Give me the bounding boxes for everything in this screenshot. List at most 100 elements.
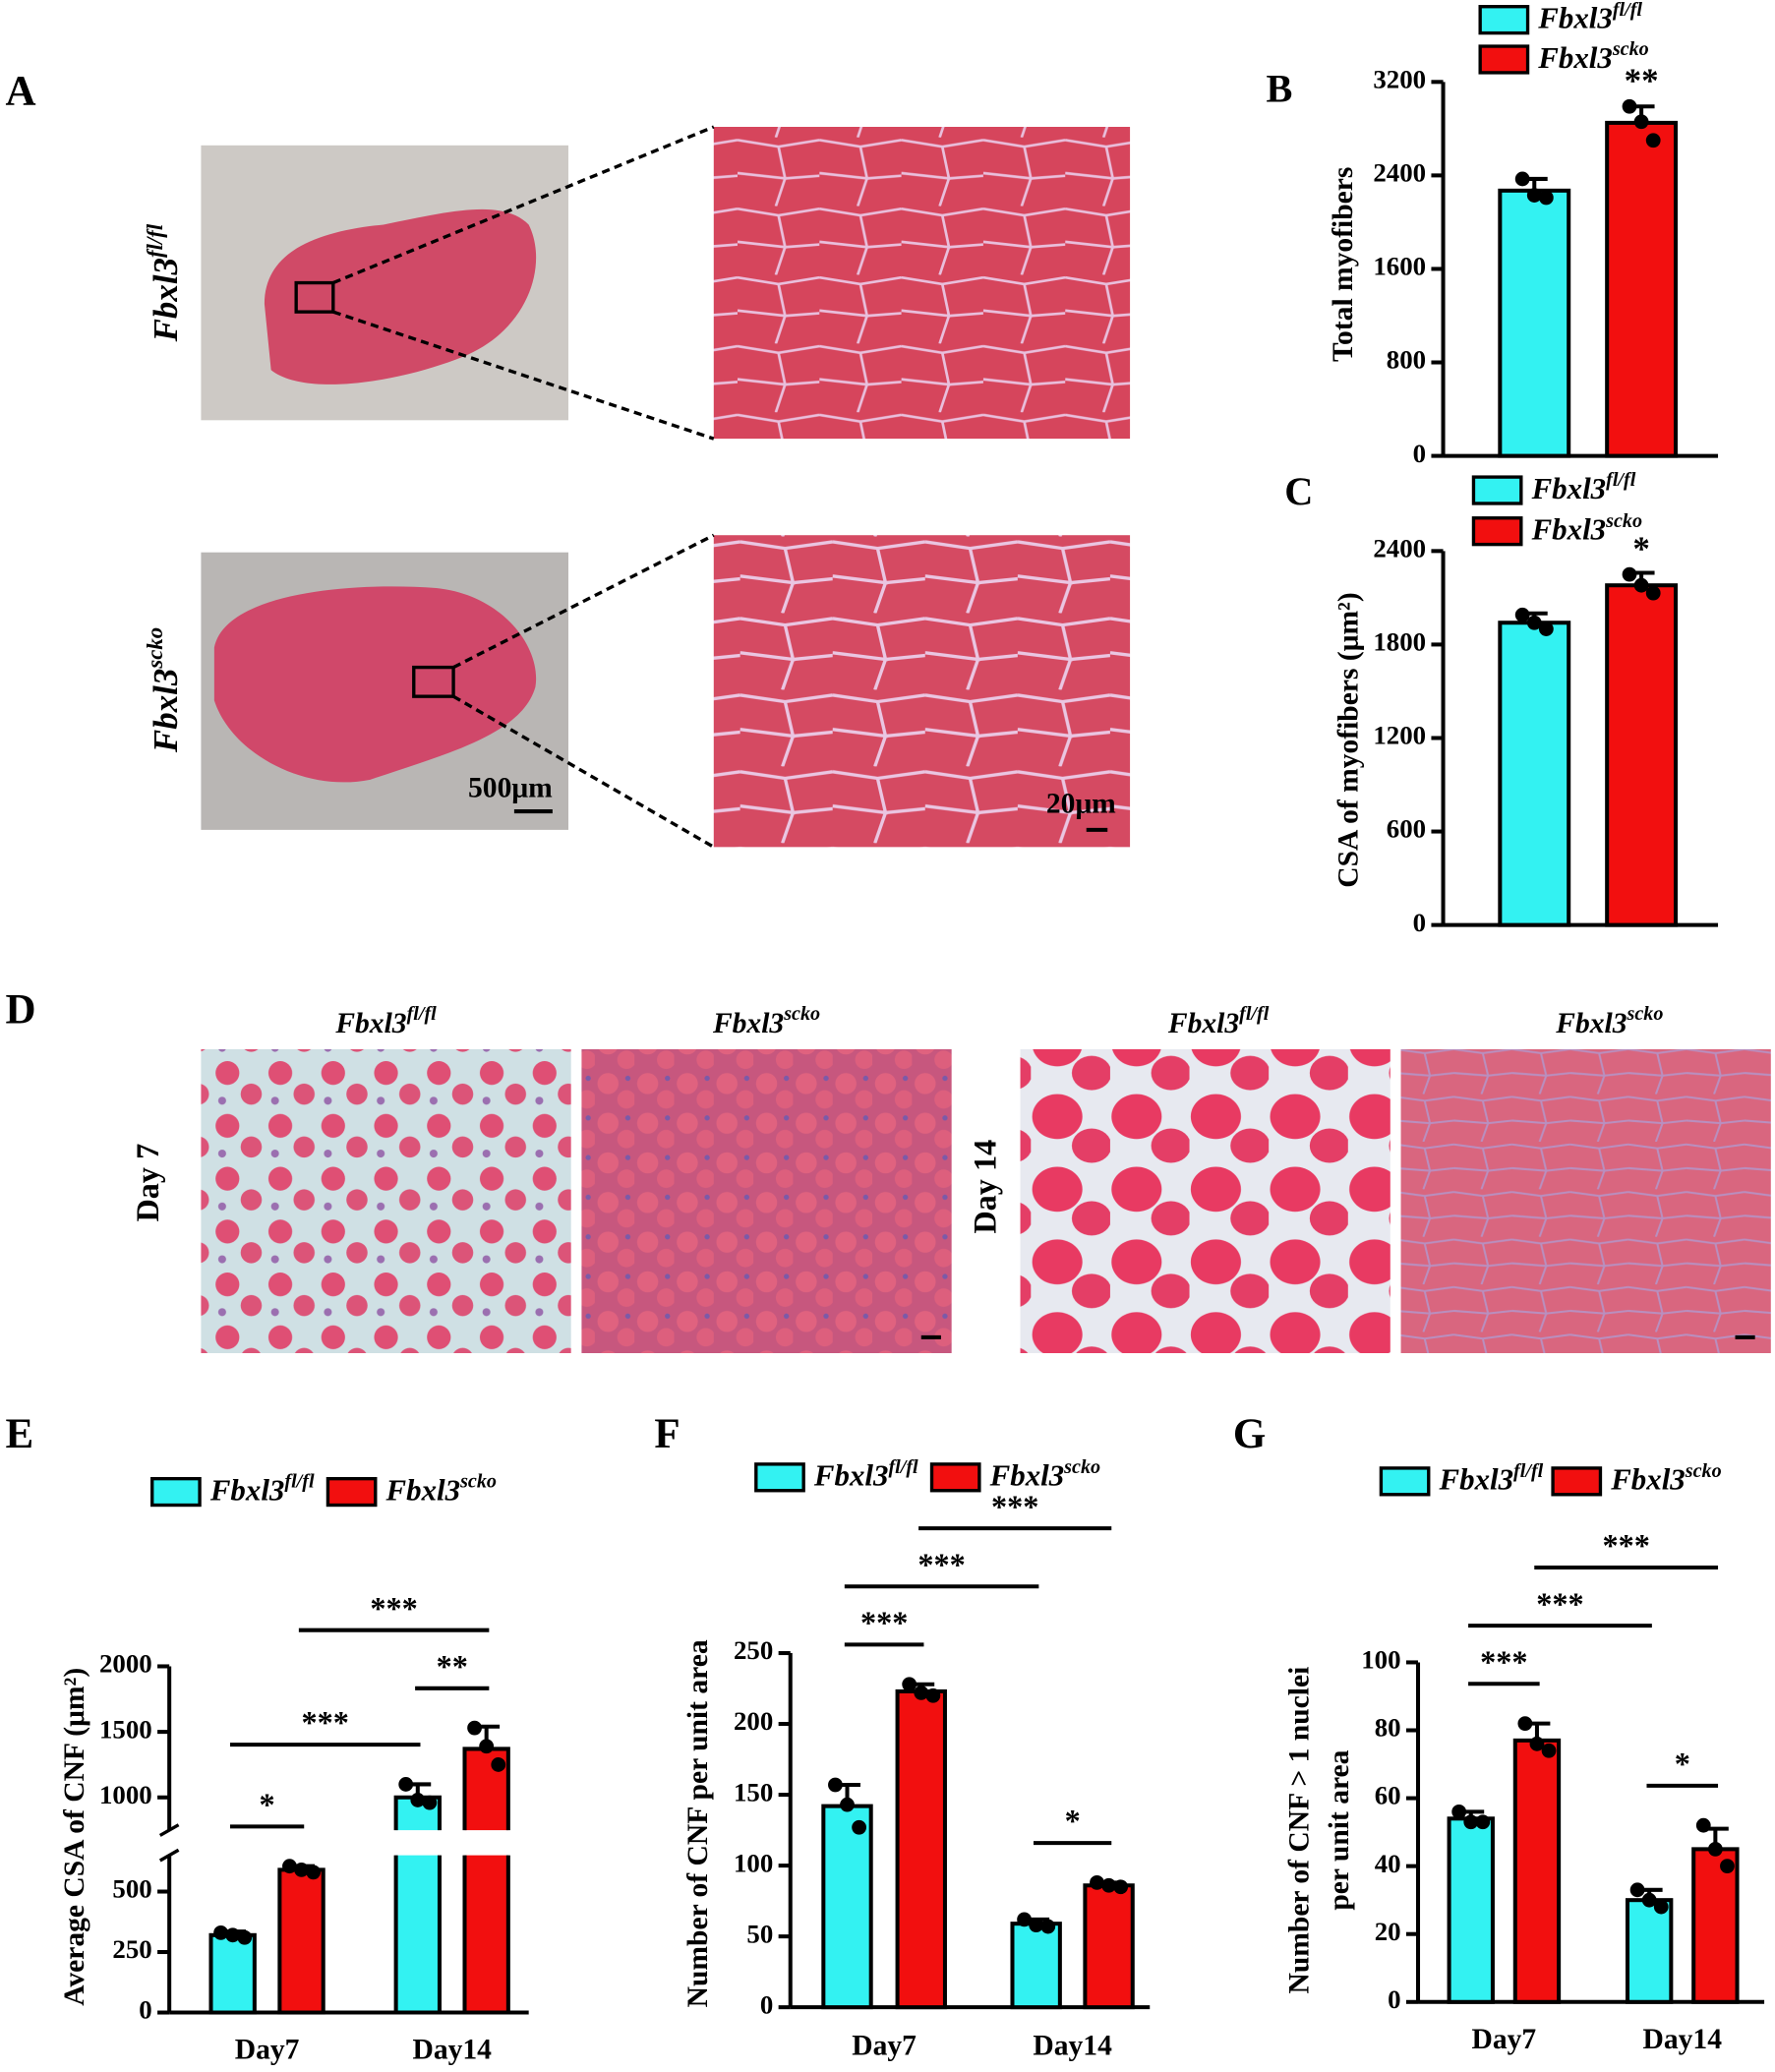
data-point bbox=[398, 1777, 414, 1792]
data-point bbox=[294, 1862, 309, 1877]
data-point bbox=[479, 1739, 495, 1754]
y-axis-label: per unit area bbox=[1324, 1749, 1355, 1910]
legend-label: Fbxl3scko bbox=[1610, 1460, 1721, 1497]
legend-name: Fbxl3 bbox=[813, 1458, 889, 1493]
data-point bbox=[1707, 1841, 1723, 1857]
x-tick-label: Day7 bbox=[1472, 2024, 1537, 2055]
y-tick-label: 2000 bbox=[99, 1649, 152, 1679]
y-tick-label: 100 bbox=[734, 1848, 773, 1877]
legend-swatch bbox=[1471, 475, 1523, 505]
data-point bbox=[1653, 1899, 1669, 1915]
bar bbox=[1083, 1883, 1135, 2010]
legend-superscript: scko bbox=[459, 1470, 497, 1492]
y-tick-label: 800 bbox=[1387, 345, 1426, 375]
significance: * bbox=[1632, 529, 1649, 567]
data-point bbox=[914, 1685, 929, 1700]
col-sup: fl/fl bbox=[407, 1003, 438, 1025]
zoom-lines bbox=[452, 533, 715, 849]
bar bbox=[1447, 1816, 1495, 2004]
significance: *** bbox=[1480, 1644, 1527, 1680]
chart: 0 250 500 1000 1500 2000 Average CSA of CNF (μ… bbox=[59, 1470, 529, 2066]
legend-label: Fbxl3fl/fl bbox=[1439, 1460, 1544, 1497]
panel-label: D bbox=[6, 987, 36, 1034]
legend-superscript: fl/fl bbox=[1606, 469, 1636, 491]
bar bbox=[1605, 583, 1679, 927]
bar bbox=[895, 1688, 947, 2010]
row-label-text: Fbxl3 bbox=[147, 669, 185, 753]
data-point bbox=[1538, 622, 1554, 636]
data-point bbox=[1101, 1877, 1116, 1893]
row-label: Fbxl3scko bbox=[143, 627, 185, 753]
data-point bbox=[1040, 1919, 1056, 1934]
data-point bbox=[1622, 566, 1637, 582]
col-text: Fbxl3 bbox=[334, 1008, 406, 1039]
data-point bbox=[1538, 190, 1554, 206]
x-tick-label: Day7 bbox=[235, 2035, 300, 2066]
chart: 0 20 40 60 80 100 Number of CNF > 1 nuclei per … bbox=[1284, 1460, 1765, 2055]
y-tick-label: 200 bbox=[734, 1706, 773, 1736]
legend-swatch bbox=[754, 1462, 805, 1493]
column-label: Fbxl3scko bbox=[1555, 1003, 1663, 1039]
column-label: Fbxl3fl/fl bbox=[334, 1003, 437, 1039]
col-sup: scko bbox=[1627, 1003, 1664, 1025]
data-point bbox=[1629, 1882, 1645, 1898]
y-axis-label: Number of CNF > 1 nuclei bbox=[1284, 1667, 1316, 1994]
legend-label: Fbxl3fl/fl bbox=[1537, 0, 1642, 35]
micrograph bbox=[1400, 1048, 1771, 1353]
data-point bbox=[1526, 615, 1542, 630]
zoom-image bbox=[713, 127, 1131, 440]
bar bbox=[277, 1867, 325, 2015]
x-tick-label: Day14 bbox=[413, 2035, 493, 2066]
column-label: Fbxl3scko bbox=[712, 1003, 820, 1039]
y-tick-label: 0 bbox=[760, 1989, 773, 2019]
bar bbox=[1512, 1738, 1562, 2004]
significance: *** bbox=[302, 1705, 349, 1741]
data-point bbox=[237, 1929, 253, 1945]
micrograph bbox=[201, 1048, 571, 1353]
legend-superscript: fl/fl bbox=[888, 1456, 918, 1478]
bar bbox=[208, 1932, 257, 2015]
legend-label: Fbxl3fl/fl bbox=[813, 1456, 918, 1493]
col-text: Fbxl3 bbox=[1167, 1008, 1239, 1039]
data-point bbox=[1695, 1817, 1711, 1833]
zoom-lines bbox=[332, 125, 715, 441]
data-point bbox=[852, 1819, 866, 1835]
y-axis-label: Total myofibers bbox=[1328, 167, 1359, 362]
data-point bbox=[902, 1677, 917, 1692]
significance: *** bbox=[1536, 1586, 1583, 1622]
legend-label: Fbxl3scko bbox=[1537, 38, 1648, 75]
y-tick-label: 1500 bbox=[99, 1714, 152, 1744]
col-text: Fbxl3 bbox=[1555, 1008, 1627, 1039]
legend-superscript: fl/fl bbox=[1613, 0, 1643, 20]
panel-a-images: 500μm 20μm Fbxl3fl/fl Fbxl3scko bbox=[143, 125, 1131, 849]
significance: *** bbox=[860, 1605, 908, 1640]
panel-label: E bbox=[6, 1411, 34, 1457]
significance: ** bbox=[1625, 61, 1659, 99]
scale-label: 500μm bbox=[468, 772, 553, 803]
y-tick-label: 1200 bbox=[1373, 721, 1426, 750]
y-tick-label: 0 bbox=[1388, 1984, 1400, 2014]
legend-swatch bbox=[325, 1476, 378, 1508]
y-tick-label: 40 bbox=[1375, 1849, 1401, 1878]
data-point bbox=[1029, 1918, 1044, 1932]
significance: * bbox=[1675, 1746, 1690, 1781]
legend-superscript: scko bbox=[1063, 1456, 1100, 1478]
legend-label: Fbxl3fl/fl bbox=[1531, 469, 1636, 505]
legend-name: Fbxl3 bbox=[1531, 471, 1607, 505]
legend-label: Fbxl3scko bbox=[385, 1470, 497, 1507]
significance: *** bbox=[991, 1489, 1038, 1524]
y-tick-label: 500 bbox=[112, 1874, 151, 1904]
bar-fill bbox=[395, 1855, 440, 2013]
data-point bbox=[1463, 1814, 1479, 1830]
x-tick-label: Day14 bbox=[1033, 2031, 1112, 2062]
y-tick-label: 0 bbox=[1413, 908, 1426, 937]
data-point bbox=[1645, 133, 1661, 148]
data-point bbox=[828, 1777, 843, 1793]
y-axis-label: CSA of myofibers (μm²) bbox=[1332, 592, 1364, 888]
data-point bbox=[1113, 1879, 1129, 1895]
bar bbox=[1498, 621, 1571, 927]
row-label-sup: scko bbox=[143, 627, 167, 670]
data-point bbox=[422, 1795, 438, 1810]
y-tick-label: 3200 bbox=[1373, 64, 1426, 93]
